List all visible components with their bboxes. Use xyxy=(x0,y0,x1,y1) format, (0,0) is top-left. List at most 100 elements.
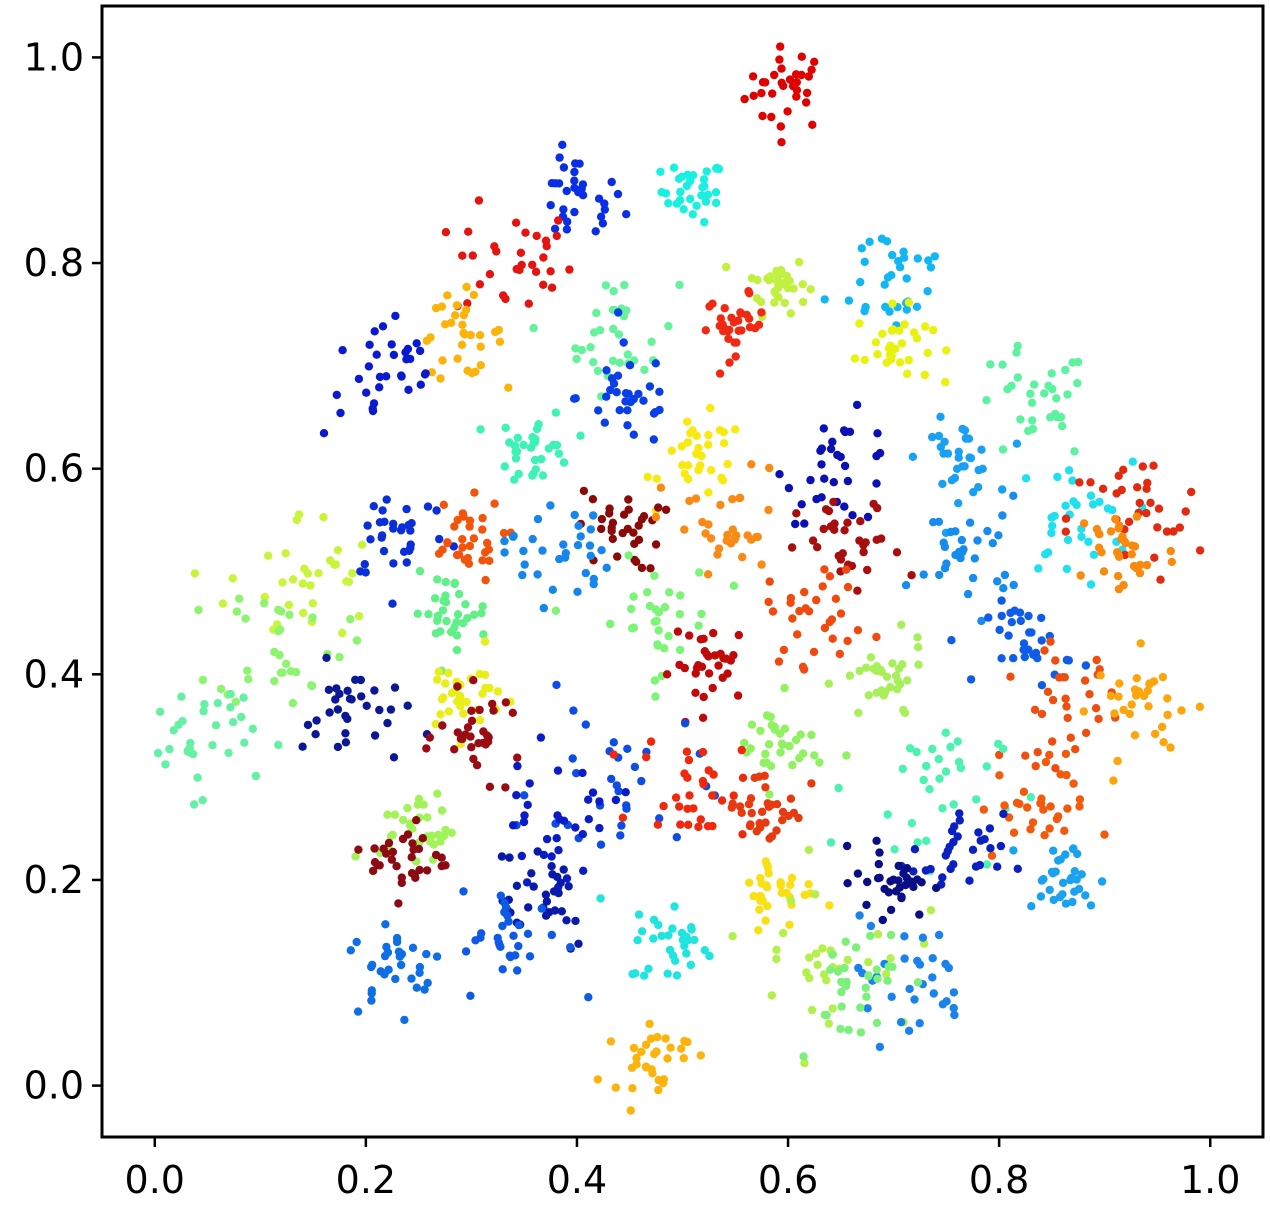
data-point xyxy=(866,931,875,940)
data-point xyxy=(762,758,771,767)
data-point xyxy=(723,669,732,678)
data-point xyxy=(683,935,692,945)
data-point xyxy=(998,445,1008,454)
data-point xyxy=(799,1052,808,1061)
data-point xyxy=(700,946,709,955)
data-point xyxy=(228,574,238,583)
data-point xyxy=(736,308,745,317)
data-point xyxy=(806,285,815,294)
data-point xyxy=(414,794,424,804)
data-point xyxy=(748,72,758,81)
data-point xyxy=(389,753,399,762)
data-point xyxy=(609,324,618,334)
data-point xyxy=(608,534,617,544)
data-point xyxy=(810,57,819,66)
y-tick-label: 0.4 xyxy=(24,652,84,696)
data-point xyxy=(785,741,794,751)
data-point xyxy=(631,969,640,978)
data-point xyxy=(754,320,764,329)
data-point xyxy=(1132,674,1142,683)
data-point xyxy=(873,974,882,984)
data-point xyxy=(852,400,862,410)
data-point xyxy=(944,963,953,973)
data-point xyxy=(1048,695,1058,705)
data-point xyxy=(672,833,681,842)
data-point xyxy=(467,743,476,752)
data-point xyxy=(761,749,770,759)
data-point xyxy=(843,879,852,888)
data-point xyxy=(872,479,881,488)
data-point xyxy=(1062,655,1072,665)
data-point xyxy=(810,890,820,899)
data-point xyxy=(1037,794,1046,803)
data-point xyxy=(467,368,477,378)
data-point xyxy=(934,754,943,764)
data-point xyxy=(654,503,663,512)
data-point xyxy=(303,720,313,730)
data-point xyxy=(745,878,754,887)
data-point xyxy=(902,274,911,283)
data-point xyxy=(1063,804,1072,813)
data-point xyxy=(354,612,364,621)
cluster-8 xyxy=(529,280,684,401)
data-point xyxy=(624,505,633,514)
data-point xyxy=(581,720,590,729)
data-point xyxy=(704,440,713,449)
data-point xyxy=(770,298,779,307)
data-point xyxy=(517,851,526,861)
data-point xyxy=(818,944,827,953)
data-point xyxy=(910,845,920,854)
data-point xyxy=(872,836,881,845)
data-point xyxy=(646,737,656,746)
data-point xyxy=(562,916,571,925)
data-point xyxy=(342,577,351,586)
data-point xyxy=(626,1106,635,1115)
data-point xyxy=(686,960,695,970)
data-point xyxy=(819,524,828,534)
data-point xyxy=(888,299,897,308)
data-point xyxy=(542,897,552,906)
data-point xyxy=(421,369,430,378)
data-point xyxy=(403,803,412,813)
data-point xyxy=(1009,846,1018,855)
data-point xyxy=(527,869,536,878)
data-point xyxy=(651,512,661,522)
data-point xyxy=(500,462,509,471)
data-point xyxy=(718,476,728,485)
data-point xyxy=(1146,498,1155,507)
data-point xyxy=(820,295,829,304)
data-point xyxy=(653,820,663,829)
data-point xyxy=(441,679,450,688)
data-point xyxy=(552,834,561,843)
data-point xyxy=(777,266,786,275)
data-point xyxy=(673,627,683,636)
data-point xyxy=(856,1003,865,1012)
data-point xyxy=(984,613,993,622)
data-point xyxy=(380,951,390,961)
data-point xyxy=(637,1047,646,1057)
data-point xyxy=(694,822,703,832)
data-point xyxy=(440,320,450,329)
data-point xyxy=(558,140,567,149)
data-point xyxy=(481,575,490,585)
data-point xyxy=(664,199,673,208)
data-point xyxy=(341,738,351,747)
cluster-7 xyxy=(850,298,951,387)
data-point xyxy=(1136,639,1145,648)
data-point xyxy=(986,360,995,369)
data-point xyxy=(514,920,524,930)
data-point xyxy=(808,120,817,129)
data-point xyxy=(539,603,548,613)
data-point xyxy=(589,574,598,584)
data-point xyxy=(653,640,662,649)
data-point xyxy=(586,343,595,352)
data-point xyxy=(740,738,749,748)
data-point xyxy=(1166,743,1175,752)
data-point xyxy=(520,560,529,569)
data-point xyxy=(414,844,424,854)
data-point xyxy=(612,388,621,397)
data-point xyxy=(817,460,826,469)
data-point xyxy=(570,183,579,192)
data-point xyxy=(459,709,468,718)
data-point xyxy=(1094,714,1103,724)
